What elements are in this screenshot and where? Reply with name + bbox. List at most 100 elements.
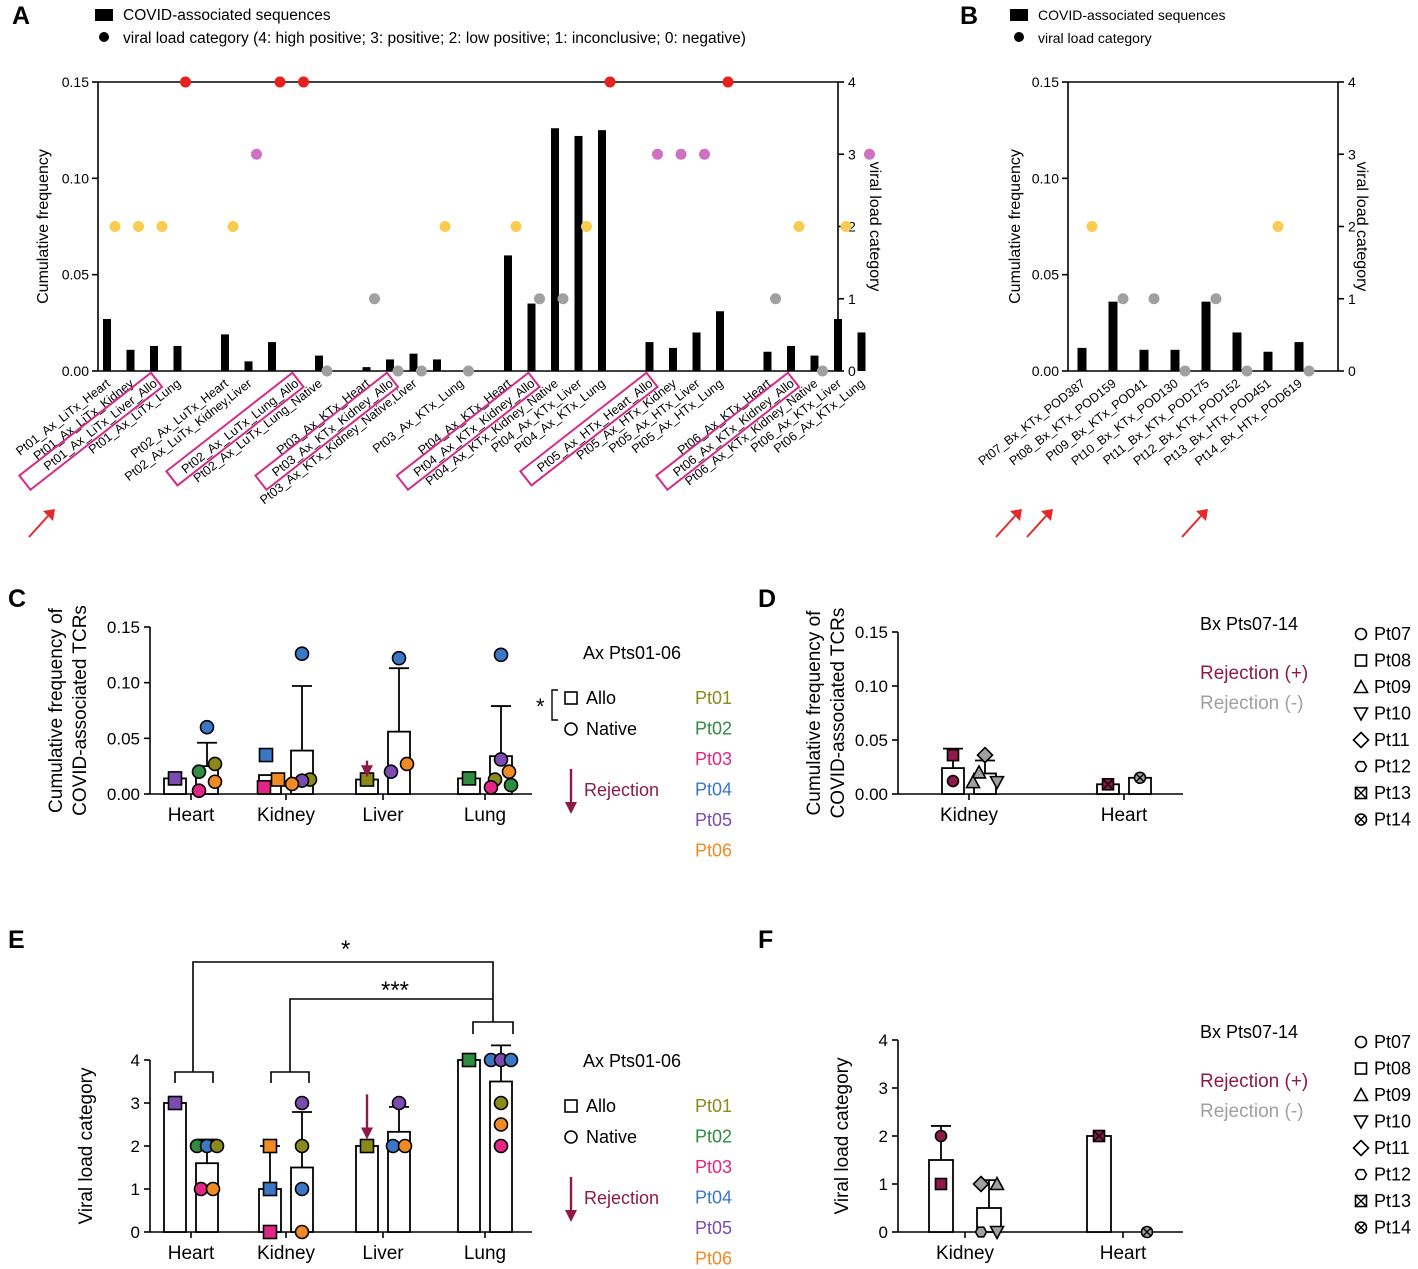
panel-E-ytick-label: 2 — [131, 1137, 140, 1156]
panel-A-ytick-label: 0.15 — [62, 74, 89, 90]
panel-D-point-diamond — [976, 746, 994, 764]
panel-E-point-pt01 — [294, 1138, 310, 1154]
panel-C-ylabel-line1: Cumulative frequency of — [46, 607, 67, 813]
panel-E-bracket-lung — [472, 1021, 514, 1034]
panel-C-point-pt05 — [493, 752, 509, 767]
panel-D-legend-shape-diamond — [1352, 731, 1370, 749]
panel-D-legend-pt10: Pt10 — [1374, 704, 1411, 724]
panel-C-point-pt04 — [391, 650, 407, 666]
panel-C-point-pt03 — [256, 780, 272, 795]
panel-D-ytick-label: 0.10 — [855, 677, 888, 696]
panel-E-bracket-heart-lung — [192, 961, 494, 1072]
panel-E-point-pt05 — [391, 1095, 407, 1111]
panel-B-viral-dot — [1179, 365, 1191, 377]
panel-A-bar — [126, 349, 135, 371]
panel-A-viral-dot — [156, 221, 168, 232]
panel-E-bar — [290, 1166, 314, 1233]
panel-C-point-pt05 — [383, 764, 399, 780]
panel-C-point-pt04 — [258, 747, 274, 763]
panel-B-bar — [1108, 301, 1118, 371]
panel-F-legend-shape-hexagon — [1354, 1168, 1368, 1181]
panel-C-ytick-label: 0.10 — [107, 674, 140, 693]
panel-C-legend-title: Ax Pts01-06 — [583, 643, 681, 663]
panel-A-legend-dot-swatch — [99, 32, 109, 42]
panel-A-arrow-head — [43, 509, 55, 521]
panel-C-legend-rejection-arrow-head — [565, 802, 577, 814]
panel-C-legend-allo: Allo — [586, 688, 616, 708]
panel-A-y2tick-label: 1 — [848, 291, 856, 307]
panel-A-viral-dot — [439, 221, 451, 232]
panel-C-point-pt06 — [399, 756, 415, 772]
panel-E-ylabel: Viral load category — [76, 1067, 97, 1225]
panel-B-legend-dot-swatch — [1014, 32, 1024, 42]
panel-C-rejection-arrow-head — [361, 765, 373, 778]
panel-A-bar — [173, 345, 182, 371]
panel-B-y2tick-label: 2 — [1348, 219, 1356, 235]
panel-C-legend-pt05: Pt05 — [695, 810, 732, 830]
panel-C-point-pt06 — [501, 764, 517, 780]
panel-A-allo-label-box — [253, 371, 400, 492]
panel-C-legend-pt01: Pt01 — [695, 688, 732, 708]
panel-E-legend-native: Native — [586, 1127, 637, 1147]
panel-A-viral-dot — [133, 221, 144, 232]
panel-D-legend-shape-triangle-up — [1353, 678, 1369, 694]
panel-E-ytick-label: 3 — [131, 1094, 140, 1113]
panel-A-ytick-label: 0.05 — [62, 267, 89, 283]
panel-A-bar — [787, 345, 795, 371]
panel-F-legend-title: Bx Pts07-14 — [1200, 1022, 1298, 1042]
panel-A-viral-dot — [793, 221, 805, 232]
panel-A-y2tick-label: 0 — [848, 363, 856, 379]
panel-A-allo-label-box — [395, 371, 541, 492]
panel-C-point-pt04 — [294, 646, 310, 662]
panel-C-ytick-label: 0.00 — [107, 785, 140, 804]
panel-B-bar — [1232, 332, 1242, 371]
panel-A-viral-dot — [321, 365, 333, 377]
panel-F-ylabel: Viral load category — [832, 1057, 853, 1215]
panel-A-bar — [551, 128, 559, 371]
panel-C-point-pt06 — [284, 776, 300, 792]
panel-A-bar — [834, 318, 842, 371]
panel-A-y2tick-label: 3 — [848, 146, 856, 162]
panel-D-x-tick-label: Heart — [1101, 805, 1148, 826]
panel-E-bar — [163, 1102, 187, 1233]
panel-B-viral-dot — [1148, 293, 1160, 305]
panel-D-point-square-x-cross — [1102, 778, 1114, 791]
panel-F-x-tick-label: Kidney — [936, 1243, 995, 1264]
panel-D-legend-pt13: Pt13 — [1374, 783, 1411, 803]
panel-C-x-tick-label: Lung — [464, 805, 506, 826]
panel-A-allo-label-box — [518, 371, 659, 487]
panel-E-legend-native-circle — [564, 1130, 578, 1144]
panel-B-viral-dot — [1210, 293, 1222, 305]
panel-F-legend-shape-square-x-cross — [1355, 1195, 1367, 1207]
panel-F-point-square-x-cross — [1093, 1130, 1105, 1142]
panel-F-ytick-label: 3 — [879, 1079, 888, 1098]
panel-B-y2tick-label: 0 — [1348, 363, 1356, 379]
panel-E-x-tick-label: Kidney — [257, 1243, 316, 1264]
panel-B-viral-dot — [1086, 221, 1098, 232]
panel-F-legend-pt14: Pt14 — [1374, 1218, 1411, 1238]
panel-D-legend-shape-square — [1354, 654, 1368, 667]
panel-D-legend-shape-hexagon — [1354, 760, 1368, 773]
panel-B-ytick-label: 0.15 — [1032, 74, 1059, 90]
panel-F-point-hexagon — [974, 1226, 988, 1238]
panel-C-point-pt05 — [167, 771, 183, 786]
panel-E-legend-rejection-arrow-head — [565, 1210, 577, 1222]
panel-D-point-triangle-up — [971, 764, 987, 779]
panel-D-legend-pt12: Pt12 — [1374, 757, 1411, 777]
panel-F-point-circle-x-cross — [1142, 1227, 1152, 1237]
panel-B-ylabel: Cumulative frequency — [1007, 149, 1024, 304]
panel-A-bar — [645, 342, 654, 371]
panel-B-arrow-shaft — [1181, 515, 1202, 538]
panel-B-legend-bars: COVID-associated sequences — [1038, 7, 1226, 23]
panel-A-y2tick-label: 4 — [848, 74, 856, 90]
panel-E-legend-title: Ax Pts01-06 — [583, 1051, 681, 1071]
panel-D-point-triangle-down — [989, 775, 1005, 791]
panel-F-legend-pt09: Pt09 — [1374, 1085, 1411, 1105]
panel-A-bar — [268, 342, 276, 371]
panel-E-sig-triple: *** — [381, 977, 409, 1004]
panel-A-y2label: viral load category — [866, 162, 883, 292]
panel-letter-C: C — [8, 585, 26, 613]
panel-C-point-pt02 — [503, 777, 519, 793]
panel-F-legend-shape-triangle-up — [1353, 1086, 1369, 1102]
panel-F-point-triangle-down — [989, 1225, 1005, 1241]
